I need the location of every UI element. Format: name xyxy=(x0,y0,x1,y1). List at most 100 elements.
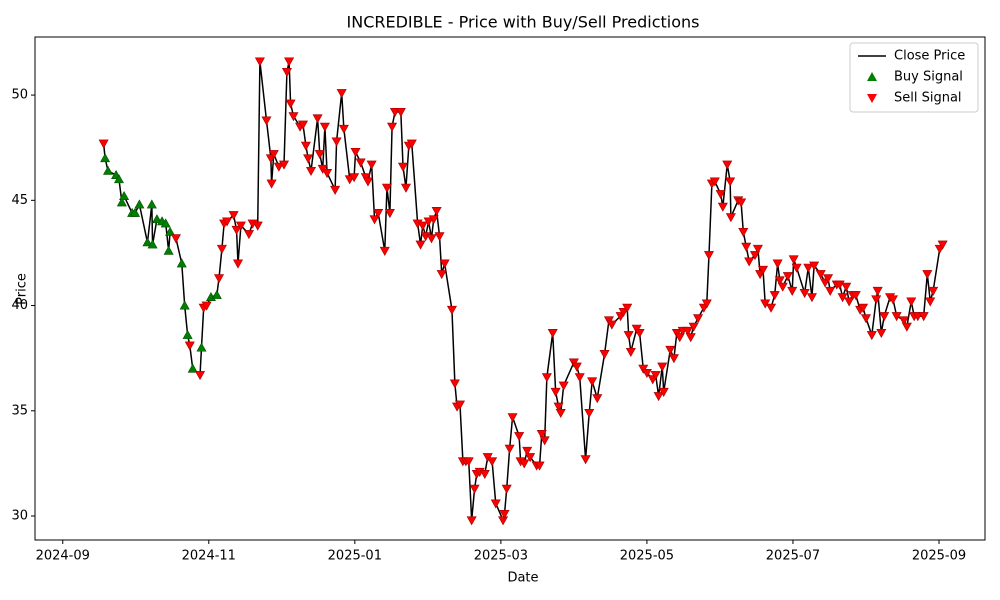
sell-marker xyxy=(534,461,545,471)
legend-label: Buy Signal xyxy=(894,70,963,85)
sell-marker xyxy=(336,89,347,99)
sell-marker xyxy=(522,446,533,456)
sell-marker xyxy=(674,333,685,343)
sell-marker xyxy=(439,259,450,269)
sell-marker xyxy=(584,408,595,418)
buy-marker xyxy=(165,226,176,236)
sell-marker xyxy=(381,183,392,193)
sell-marker xyxy=(769,291,780,301)
buy-marker xyxy=(130,207,141,217)
buy-marker xyxy=(134,199,145,209)
sell-marker xyxy=(498,516,509,526)
y-axis-label: Price xyxy=(15,273,30,305)
sell-marker xyxy=(774,276,785,286)
sell-marker xyxy=(782,272,793,282)
sell-marker xyxy=(550,387,561,397)
x-tick-label: 2024-09 xyxy=(36,549,90,564)
sell-marker xyxy=(777,282,788,292)
sell-marker xyxy=(744,257,755,267)
sell-marker xyxy=(876,329,887,339)
sell-marker xyxy=(266,179,277,189)
sell-marker xyxy=(285,99,296,109)
sell-marker xyxy=(741,242,752,252)
sell-marker xyxy=(312,114,323,124)
x-tick-label: 2025-01 xyxy=(328,549,382,564)
sell-marker xyxy=(490,499,501,509)
sell-marker xyxy=(879,312,890,322)
sell-marker xyxy=(330,185,341,195)
buy-marker xyxy=(196,342,207,352)
buy-marker xyxy=(100,153,111,163)
sell-marker xyxy=(434,232,445,242)
sell-marker xyxy=(273,162,284,172)
y-tick-label: 30 xyxy=(11,509,28,524)
sell-marker xyxy=(791,263,802,273)
sell-marker xyxy=(338,124,349,134)
buy-marker xyxy=(147,239,158,249)
sell-marker xyxy=(395,108,406,118)
sell-marker xyxy=(622,303,633,313)
sell-marker xyxy=(803,263,814,273)
sell-marker xyxy=(331,137,342,147)
sell-marker xyxy=(446,305,457,315)
sell-marker xyxy=(228,211,239,221)
buy-marker xyxy=(103,165,114,175)
sell-marker xyxy=(658,387,669,397)
sell-marker xyxy=(928,286,939,296)
sell-marker xyxy=(170,234,181,244)
sell-marker xyxy=(222,217,233,227)
sell-marker xyxy=(922,270,933,280)
sell-marker xyxy=(717,202,728,212)
legend-box xyxy=(849,42,979,113)
sell-marker xyxy=(752,244,763,254)
sell-marker xyxy=(858,303,869,313)
sell-marker xyxy=(350,148,361,158)
sell-marker xyxy=(937,240,948,250)
legend-swatch xyxy=(867,72,877,81)
sell-marker xyxy=(195,371,206,381)
sell-marker xyxy=(525,453,536,463)
sell-marker xyxy=(507,413,518,423)
sell-marker xyxy=(688,322,699,332)
x-axis-label: Date xyxy=(507,571,538,586)
sell-marker xyxy=(369,215,380,225)
sell-marker xyxy=(216,244,227,254)
sell-marker xyxy=(553,402,564,412)
sell-marker xyxy=(214,274,225,284)
sell-marker xyxy=(400,183,411,193)
sell-marker xyxy=(201,301,212,311)
sell-marker xyxy=(98,139,109,149)
sell-marker xyxy=(426,234,437,244)
sell-marker xyxy=(254,57,265,67)
sell-marker xyxy=(665,345,676,355)
sell-marker xyxy=(501,484,512,494)
sell-marker xyxy=(387,122,398,132)
sell-marker xyxy=(587,377,598,387)
sell-marker xyxy=(261,116,272,126)
sell-marker xyxy=(431,206,442,216)
sell-marker xyxy=(844,297,855,307)
sell-marker xyxy=(685,333,696,343)
buy-marker xyxy=(142,237,153,247)
sell-marker xyxy=(772,259,783,269)
sell-marker xyxy=(303,154,314,164)
sell-marker xyxy=(799,289,810,299)
sell-marker xyxy=(815,270,826,280)
sell-marker xyxy=(487,457,498,467)
sell-marker xyxy=(373,209,384,219)
sell-marker xyxy=(547,329,558,339)
sell-marker xyxy=(314,150,325,160)
sell-marker xyxy=(231,225,242,235)
sell-marker xyxy=(319,122,330,132)
sell-marker xyxy=(822,274,834,284)
sell-marker xyxy=(701,299,712,309)
sell-marker xyxy=(284,57,295,67)
buy-marker xyxy=(146,199,157,209)
x-tick-label: 2025-09 xyxy=(912,549,966,564)
sell-marker xyxy=(657,362,668,372)
sell-marker xyxy=(709,177,720,187)
buy-marker xyxy=(119,190,130,201)
sell-marker xyxy=(454,400,465,410)
